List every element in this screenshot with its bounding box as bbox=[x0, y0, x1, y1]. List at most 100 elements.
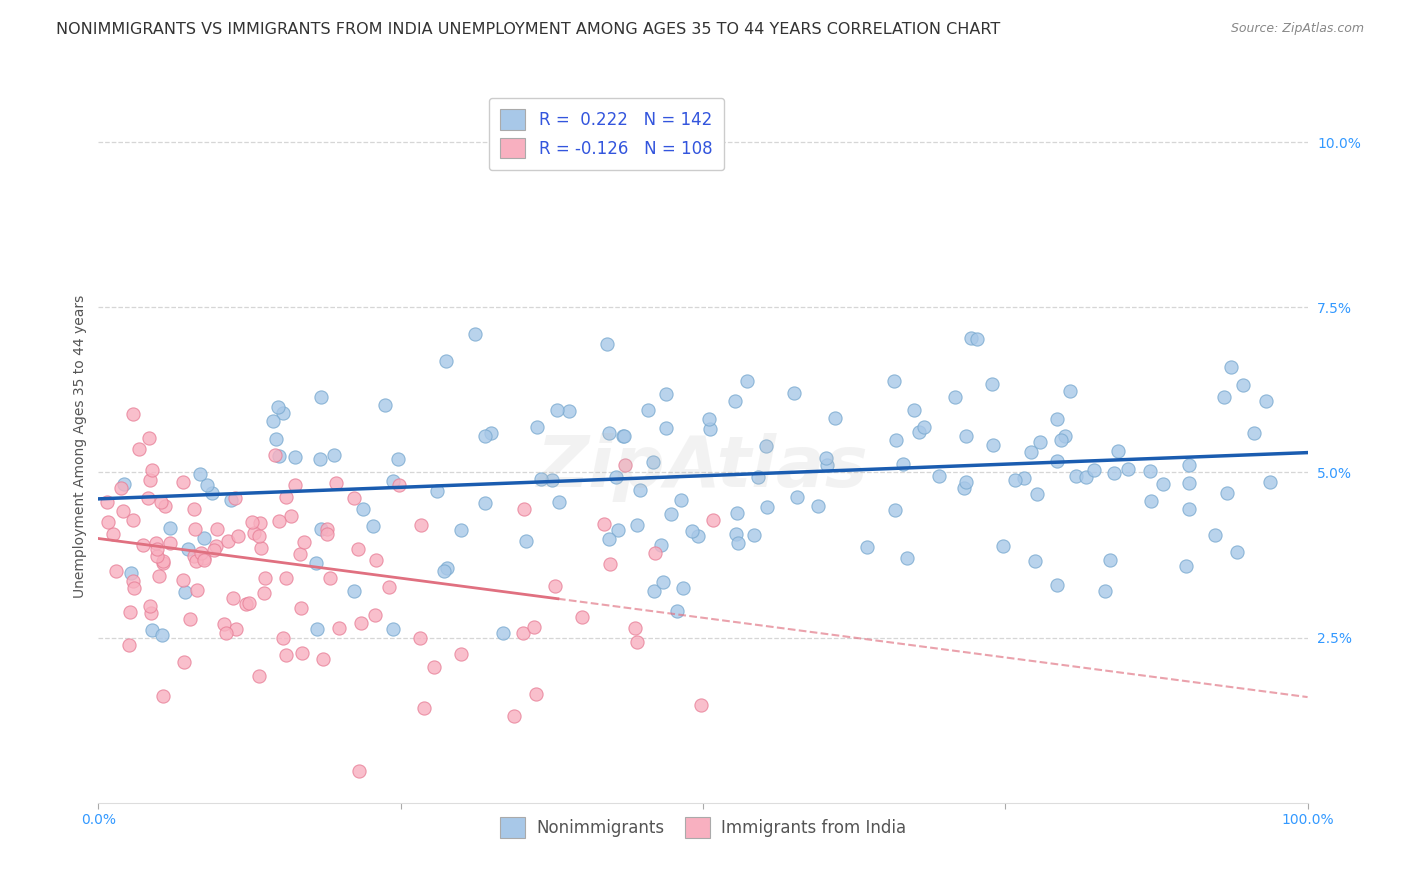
Point bbox=[188, 467, 211, 482]
Point bbox=[247, 669, 270, 683]
Point bbox=[193, 550, 215, 565]
Point bbox=[328, 622, 350, 636]
Point bbox=[612, 429, 634, 443]
Point bbox=[284, 450, 307, 464]
Point bbox=[138, 599, 160, 614]
Point bbox=[756, 500, 779, 515]
Point bbox=[128, 442, 150, 456]
Point bbox=[626, 518, 648, 533]
Point bbox=[546, 403, 568, 417]
Point bbox=[146, 542, 169, 557]
Point bbox=[1213, 390, 1236, 404]
Point bbox=[319, 570, 342, 584]
Point bbox=[173, 655, 195, 669]
Point bbox=[654, 387, 676, 401]
Point bbox=[266, 432, 288, 446]
Point bbox=[276, 648, 298, 662]
Point bbox=[291, 646, 314, 660]
Point bbox=[253, 571, 276, 585]
Point bbox=[204, 539, 226, 553]
Point bbox=[725, 506, 748, 520]
Point bbox=[423, 660, 446, 674]
Point bbox=[350, 615, 373, 630]
Point bbox=[526, 420, 548, 434]
Point bbox=[122, 581, 145, 595]
Point bbox=[637, 402, 659, 417]
Point bbox=[671, 581, 693, 595]
Point bbox=[235, 597, 257, 611]
Point bbox=[1054, 428, 1077, 442]
Point bbox=[783, 385, 806, 400]
Point bbox=[105, 564, 128, 578]
Point bbox=[669, 492, 692, 507]
Point bbox=[186, 583, 208, 598]
Point bbox=[243, 526, 266, 541]
Point bbox=[103, 526, 125, 541]
Point bbox=[121, 407, 143, 421]
Point bbox=[1116, 462, 1139, 476]
Point bbox=[409, 631, 432, 645]
Point bbox=[139, 473, 162, 487]
Point bbox=[159, 521, 181, 535]
Point bbox=[1178, 458, 1201, 472]
Point bbox=[290, 600, 312, 615]
Point bbox=[607, 523, 630, 537]
Point bbox=[271, 406, 294, 420]
Point bbox=[883, 374, 905, 388]
Point bbox=[312, 652, 335, 666]
Point bbox=[263, 448, 285, 462]
Point bbox=[737, 375, 759, 389]
Point bbox=[596, 337, 619, 351]
Point bbox=[599, 557, 621, 571]
Point bbox=[1046, 454, 1069, 468]
Point bbox=[267, 449, 290, 463]
Point bbox=[523, 620, 546, 634]
Point bbox=[903, 403, 925, 417]
Point bbox=[1139, 464, 1161, 478]
Point bbox=[228, 529, 250, 543]
Point bbox=[699, 422, 721, 436]
Point bbox=[186, 554, 208, 568]
Point bbox=[361, 519, 384, 533]
Point bbox=[323, 448, 346, 462]
Point bbox=[688, 529, 710, 543]
Point bbox=[928, 469, 950, 483]
Point bbox=[1258, 475, 1281, 490]
Point bbox=[145, 536, 167, 550]
Point bbox=[1256, 393, 1278, 408]
Point bbox=[172, 475, 194, 489]
Point bbox=[855, 541, 877, 555]
Point bbox=[513, 502, 536, 516]
Point bbox=[267, 514, 290, 528]
Legend: Nonimmigrants, Immigrants from India: Nonimmigrants, Immigrants from India bbox=[494, 811, 912, 845]
Point bbox=[280, 508, 302, 523]
Point bbox=[1152, 477, 1174, 491]
Text: Source: ZipAtlas.com: Source: ZipAtlas.com bbox=[1230, 22, 1364, 36]
Point bbox=[412, 700, 434, 714]
Point bbox=[195, 478, 218, 492]
Point bbox=[450, 523, 472, 537]
Point bbox=[225, 623, 247, 637]
Point bbox=[598, 425, 620, 440]
Point bbox=[120, 566, 142, 581]
Point bbox=[349, 764, 371, 778]
Point bbox=[112, 504, 135, 518]
Point bbox=[479, 426, 502, 441]
Point bbox=[343, 583, 366, 598]
Point bbox=[159, 536, 181, 550]
Point bbox=[558, 403, 581, 417]
Point bbox=[374, 398, 396, 412]
Y-axis label: Unemployment Among Ages 35 to 44 years: Unemployment Among Ages 35 to 44 years bbox=[73, 294, 87, 598]
Point bbox=[141, 463, 163, 477]
Text: ZipAtlas: ZipAtlas bbox=[537, 433, 869, 502]
Point bbox=[960, 331, 983, 345]
Point bbox=[644, 545, 666, 559]
Point bbox=[311, 522, 333, 536]
Point bbox=[172, 574, 194, 588]
Point bbox=[1140, 494, 1163, 508]
Point bbox=[450, 647, 472, 661]
Point bbox=[659, 508, 682, 522]
Point bbox=[152, 554, 174, 568]
Point bbox=[605, 470, 627, 484]
Point bbox=[249, 528, 271, 542]
